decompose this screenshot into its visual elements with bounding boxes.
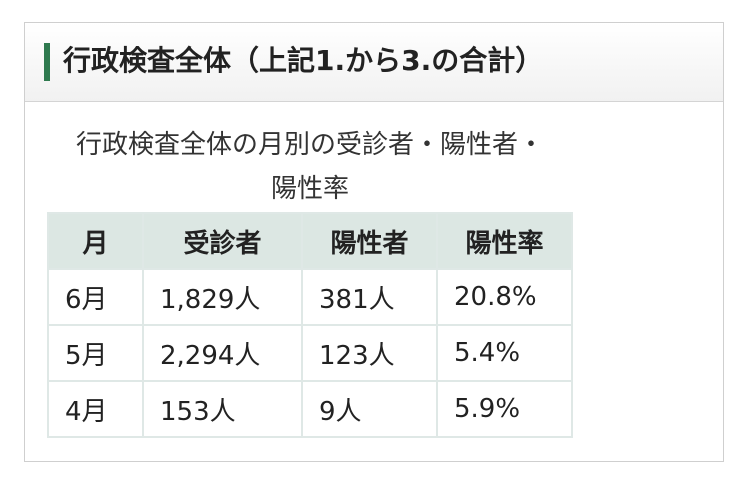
table-caption: 行政検査全体の月別の受診者・陽性者・陽性率 [75,130,544,204]
table-cell: 20.8% [436,268,573,326]
table-cell: 5.4% [436,324,573,382]
table-cell: 6月 [47,268,144,326]
table-cell: 1,829人 [142,268,303,326]
table-cell: 5月 [47,324,144,382]
table-cell: 5.9% [436,380,573,438]
column-header: 月 [47,212,144,270]
table-cell: 2,294人 [142,324,303,382]
accent-bar [44,43,50,81]
panel: 行政検査全体（上記1.から3.の合計） 行政検査全体の月別の受診者・陽性者・陽性… [24,22,724,462]
column-header: 受診者 [142,212,303,270]
table-row: 5月 2,294人 123人 5.4% [47,324,573,382]
panel-header: 行政検査全体（上記1.から3.の合計） [25,23,723,102]
panel-title: 行政検査全体（上記1.から3.の合計） [63,44,544,77]
table-cell: 123人 [301,324,438,382]
table-body: 6月 1,829人 381人 20.8% 5月 2,294人 123人 5.4% 4月 153人 9… [47,268,573,438]
data-table: 月受診者 陽性者 陽性率 6月 1,829人 381人 20.8% 5月 2,294人 123人… [47,212,573,438]
table-cell: 4月 [47,380,144,438]
header-row: 月受診者 陽性者 陽性率 [47,212,573,270]
column-header: 陽性者 [301,212,438,270]
table-row: 4月 153人 9人 5.9% [47,380,573,438]
table-cell: 381人 [301,268,438,326]
column-header: 陽性率 [436,212,573,270]
table-cell: 9人 [301,380,438,438]
table-cell: 153人 [142,380,303,438]
table-row: 6月 1,829人 381人 20.8% [47,268,573,326]
